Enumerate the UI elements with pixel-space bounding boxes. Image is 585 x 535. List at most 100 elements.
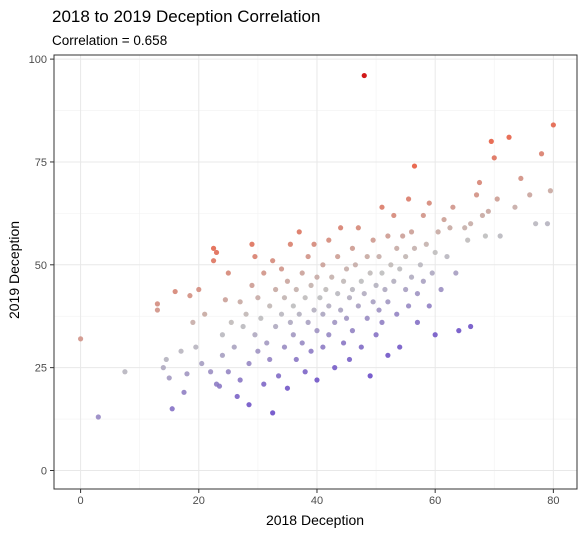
data-point [234, 393, 240, 400]
data-point [320, 344, 326, 350]
data-point [287, 241, 293, 247]
data-point [340, 340, 347, 346]
x-tick-label: 20 [193, 495, 205, 507]
data-point [243, 311, 249, 317]
data-point [77, 336, 84, 342]
data-point [447, 225, 453, 231]
data-point [426, 200, 432, 206]
data-point [335, 253, 341, 260]
data-point [326, 237, 332, 243]
data-point [213, 249, 220, 256]
data-point [326, 332, 332, 338]
data-point [320, 311, 326, 317]
data-point [391, 212, 397, 219]
data-point [441, 216, 447, 223]
y-axis-title: 2019 Deception [6, 221, 22, 319]
data-point [219, 352, 226, 358]
data-point [423, 241, 429, 247]
data-point [329, 274, 335, 280]
data-point [199, 360, 205, 367]
data-point [202, 311, 208, 317]
y-tick-label: 50 [35, 260, 47, 272]
data-point [355, 303, 361, 309]
data-point [411, 163, 418, 169]
data-point [352, 262, 358, 268]
data-point [403, 286, 409, 293]
data-point [338, 307, 344, 313]
data-point [255, 295, 261, 301]
data-point [462, 225, 468, 231]
data-point [296, 229, 302, 235]
x-axis-title: 2018 Deception [266, 512, 364, 528]
data-point [547, 188, 554, 194]
data-point [252, 253, 258, 260]
data-point [364, 253, 370, 260]
data-point [382, 286, 388, 293]
data-point [435, 229, 441, 235]
data-point [302, 295, 308, 301]
data-point [367, 373, 373, 379]
data-point [190, 319, 196, 325]
data-point [249, 241, 255, 247]
data-point [432, 332, 438, 338]
data-point [311, 307, 317, 313]
data-point [346, 356, 353, 363]
data-point [349, 245, 356, 251]
data-point [450, 204, 456, 210]
data-point [538, 151, 545, 157]
chart-subtitle: Correlation = 0.658 [52, 33, 167, 48]
data-point [400, 233, 406, 239]
data-point [544, 221, 551, 227]
data-point [332, 319, 338, 325]
data-point [281, 295, 288, 301]
data-point [376, 253, 382, 260]
data-point [154, 301, 161, 307]
data-point [299, 270, 305, 276]
data-point [385, 299, 391, 305]
x-tick-label: 0 [78, 495, 84, 507]
data-point [456, 328, 462, 334]
data-point [296, 311, 302, 317]
plot-background [54, 55, 577, 489]
data-point [187, 293, 193, 299]
chart-title: 2018 to 2019 Deception Correlation [52, 7, 320, 26]
data-point [405, 303, 412, 309]
data-point [394, 245, 400, 251]
data-point [320, 262, 326, 268]
data-point [172, 288, 178, 295]
data-point [281, 344, 288, 350]
data-point [527, 192, 533, 198]
data-point [210, 258, 217, 264]
data-point [302, 369, 308, 375]
data-point [225, 270, 231, 276]
data-point [482, 233, 489, 239]
data-point [391, 278, 397, 284]
data-point [420, 212, 426, 219]
data-point [420, 278, 426, 284]
plot-border [53, 54, 578, 490]
data-point [311, 241, 317, 247]
data-point [379, 319, 385, 325]
data-point [314, 328, 320, 334]
data-point [216, 383, 223, 389]
data-point [408, 274, 415, 280]
data-point [237, 299, 243, 305]
data-point [237, 377, 243, 383]
data-point [252, 332, 258, 338]
data-point [284, 278, 291, 284]
data-point [305, 253, 311, 260]
data-point [332, 365, 338, 371]
data-point [340, 278, 347, 284]
data-point [379, 270, 385, 276]
data-point [181, 389, 187, 395]
data-point [444, 253, 450, 260]
data-point [468, 221, 474, 227]
data-point [370, 299, 376, 305]
data-point [323, 286, 329, 293]
data-point [210, 245, 217, 251]
data-point [367, 270, 373, 276]
data-point [231, 344, 237, 350]
data-point [355, 225, 361, 231]
data-point [485, 208, 491, 214]
